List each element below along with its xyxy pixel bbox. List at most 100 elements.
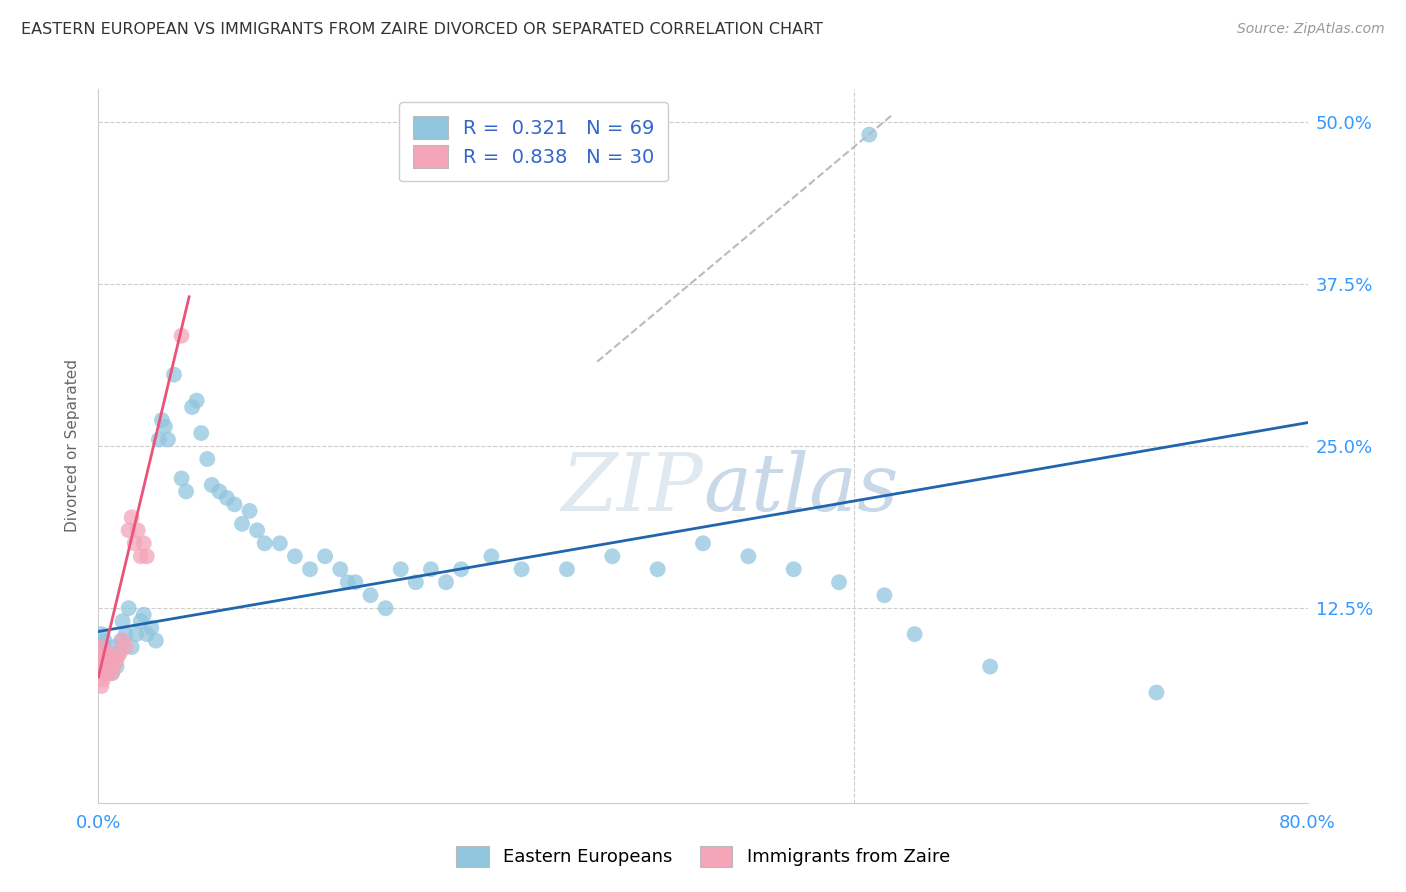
Point <box>389 562 412 576</box>
Point <box>647 562 669 576</box>
Point <box>96 666 118 681</box>
Point <box>336 575 359 590</box>
Y-axis label: Divorced or Separated: Divorced or Separated <box>65 359 80 533</box>
Point <box>90 653 112 667</box>
Point <box>105 653 128 667</box>
Point <box>153 419 176 434</box>
Point <box>107 647 129 661</box>
Point <box>224 497 246 511</box>
Point <box>93 666 115 681</box>
Point <box>111 633 134 648</box>
Point <box>555 562 578 576</box>
Point <box>239 504 262 518</box>
Point <box>145 633 167 648</box>
Point <box>170 471 193 485</box>
Point <box>96 653 118 667</box>
Point <box>156 433 179 447</box>
Point <box>510 562 533 576</box>
Point <box>94 647 117 661</box>
Point <box>299 562 322 576</box>
Point <box>98 647 121 661</box>
Point <box>94 659 117 673</box>
Point <box>195 452 218 467</box>
Point <box>405 575 427 590</box>
Point <box>121 640 143 654</box>
Point <box>150 413 173 427</box>
Point <box>783 562 806 576</box>
Point <box>360 588 382 602</box>
Point <box>103 640 125 654</box>
Point <box>141 621 163 635</box>
Point <box>481 549 503 564</box>
Point <box>602 549 624 564</box>
Point <box>186 393 208 408</box>
Point <box>1144 685 1167 699</box>
Point <box>148 433 170 447</box>
Point <box>314 549 336 564</box>
Point <box>101 666 124 681</box>
Point <box>344 575 367 590</box>
Point <box>979 659 1001 673</box>
Point <box>114 627 136 641</box>
Point <box>181 400 204 414</box>
Point <box>420 562 443 576</box>
Point <box>127 524 149 538</box>
Text: EASTERN EUROPEAN VS IMMIGRANTS FROM ZAIRE DIVORCED OR SEPARATED CORRELATION CHAR: EASTERN EUROPEAN VS IMMIGRANTS FROM ZAIR… <box>21 22 823 37</box>
Point <box>118 601 141 615</box>
Point <box>111 614 134 628</box>
Text: Source: ZipAtlas.com: Source: ZipAtlas.com <box>1237 22 1385 37</box>
Point <box>98 659 121 673</box>
Point <box>190 425 212 440</box>
Point <box>118 524 141 538</box>
Point <box>91 640 114 654</box>
Point <box>90 679 112 693</box>
Point <box>93 633 115 648</box>
Point <box>208 484 231 499</box>
Point <box>858 128 880 142</box>
Point <box>269 536 291 550</box>
Point <box>90 627 112 641</box>
Point <box>129 549 152 564</box>
Point <box>737 549 759 564</box>
Point <box>174 484 197 499</box>
Text: ZIP: ZIP <box>561 450 703 527</box>
Point <box>434 575 457 590</box>
Point <box>91 647 114 661</box>
Point <box>692 536 714 550</box>
Point <box>135 549 157 564</box>
Point <box>108 647 131 661</box>
Point <box>100 653 122 667</box>
Point <box>284 549 307 564</box>
Point <box>873 588 896 602</box>
Point <box>129 614 152 628</box>
Legend: R =  0.321   N = 69, R =  0.838   N = 30: R = 0.321 N = 69, R = 0.838 N = 30 <box>399 103 668 181</box>
Point <box>170 328 193 343</box>
Point <box>253 536 276 550</box>
Point <box>450 562 472 576</box>
Point <box>231 516 253 531</box>
Point <box>103 659 125 673</box>
Point <box>90 640 112 654</box>
Point <box>100 653 122 667</box>
Point <box>135 627 157 641</box>
Point <box>91 673 114 687</box>
Point <box>93 653 115 667</box>
Point <box>904 627 927 641</box>
Point <box>110 633 132 648</box>
Point <box>163 368 186 382</box>
Point <box>215 491 238 505</box>
Point <box>124 536 146 550</box>
Point <box>94 653 117 667</box>
Point <box>91 659 114 673</box>
Point <box>121 510 143 524</box>
Point <box>125 627 148 641</box>
Point <box>101 666 124 681</box>
Point <box>105 659 128 673</box>
Point <box>201 478 224 492</box>
Point <box>132 536 155 550</box>
Point <box>828 575 851 590</box>
Legend: Eastern Europeans, Immigrants from Zaire: Eastern Europeans, Immigrants from Zaire <box>449 838 957 874</box>
Point <box>93 666 115 681</box>
Point <box>329 562 352 576</box>
Point <box>96 666 118 681</box>
